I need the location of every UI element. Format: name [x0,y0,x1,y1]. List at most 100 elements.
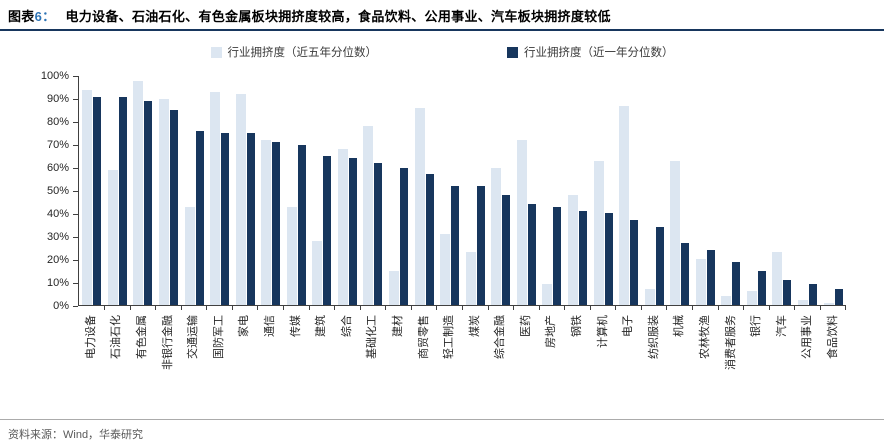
bar-group [488,76,514,310]
bar-group [616,76,642,310]
x-axis-label-text: 医药 [519,315,532,337]
bar [363,126,374,305]
x-axis-label-text: 电力设备 [84,315,97,359]
bar-group [130,76,156,310]
x-axis-label-text: 商贸零售 [417,315,430,359]
x-axis-label: 煤炭 [462,311,488,411]
bar-group [411,76,437,310]
y-tick: 80% [0,115,78,129]
y-tick-label: 10% [46,277,69,289]
bar [476,185,485,305]
x-axis-label-text: 建材 [391,315,404,337]
x-axis-label-text: 计算机 [596,315,609,348]
bar-group [156,76,182,310]
bar [783,279,792,305]
bar [823,302,834,305]
x-axis-label: 公用事业 [795,311,821,411]
y-tick: 70% [0,138,78,152]
x-axis-label-text: 建筑 [315,315,328,337]
y-tick-mark [73,121,78,123]
x-axis-label: 纺织服装 [641,311,667,411]
x-axis-label-text: 非银行金融 [161,315,174,370]
y-tick: 30% [0,230,78,244]
y-tick-label: 20% [46,254,69,266]
bar [516,140,527,305]
figure-label: 图表6： [8,9,55,24]
bar [374,163,383,305]
x-axis-label-text: 家电 [238,315,251,337]
bar [798,300,809,305]
bar-group [258,76,284,310]
x-axis-label: 电力设备 [78,311,104,411]
y-tick: 40% [0,207,78,221]
x-axis-label: 综合 [334,311,360,411]
y-tick-mark [73,259,78,261]
bar [348,158,357,305]
bar [644,288,655,305]
bar [670,160,681,305]
bar-group [437,76,463,310]
x-axis-label-text: 消费者服务 [724,315,737,370]
x-axis-label: 食品饮料 [820,311,846,411]
bar-group [386,76,412,310]
bar-group [232,76,258,310]
x-axis-label: 建筑 [308,311,334,411]
x-axis-labels: 电力设备 石油石化 有色金属 非银行金融 交通运输 国防军工 家电 通信 传媒 建筑 综合 基础化工建… [78,311,846,411]
x-axis-label: 石油石化 [104,311,130,411]
y-tick-label: 90% [46,93,69,105]
y-tick-label: 0% [53,300,69,312]
legend-item-1yr: 行业拥挤度（近一年分位数） [507,44,674,60]
bar-group [769,76,795,310]
bar-group [360,76,386,310]
y-axis: 0% 10% 20% 30% 40% 50% 60% 70% 80% 90% 100% [0,70,78,312]
y-tick-mark [73,305,78,307]
x-axis-label-text: 汽车 [775,315,788,337]
y-tick-mark [73,282,78,284]
bar-group [207,76,233,310]
bar [706,250,715,305]
bar [655,227,664,305]
bar-group [539,76,565,310]
y-tick-mark [73,190,78,192]
bar [465,252,476,305]
figure-label-prefix: 图表 [8,9,35,24]
bar [425,174,434,305]
figure-header: 图表6： 电力设备、石油石化、有色金属板块拥挤度较高，食品饮料、公用事业、汽车板块… [0,0,884,29]
y-tick-label: 100% [40,70,69,82]
bar-group [79,76,105,310]
y-tick-mark [73,75,78,77]
bar [158,98,169,305]
x-axis-label: 通信 [257,311,283,411]
x-axis-label: 机械 [667,311,693,411]
x-axis-label: 银行 [743,311,769,411]
bar-group [565,76,591,310]
figure-label-number: 6： [34,9,56,24]
x-axis-label: 计算机 [590,311,616,411]
bar-group [795,76,821,310]
bar [681,243,690,305]
x-axis-label-text: 通信 [263,315,276,337]
y-tick-mark [73,167,78,169]
bar [440,234,451,305]
y-tick: 20% [0,253,78,267]
bar [491,167,502,305]
bar [604,213,613,305]
y-tick: 60% [0,161,78,175]
bar [82,89,93,305]
bar [184,206,195,305]
plot-area [78,76,846,310]
bar [772,252,783,305]
bar [757,270,766,305]
bar-group [284,76,310,310]
bar [144,101,153,305]
bar-group [514,76,540,310]
bar [133,80,144,305]
bar [286,206,297,305]
legend-swatch-5yr-icon [210,46,222,58]
x-axis-label: 轻工制造 [436,311,462,411]
y-tick-label: 40% [46,208,69,220]
legend-item-5yr: 行业拥挤度（近五年分位数） [210,44,377,60]
x-axis-label: 建材 [385,311,411,411]
bar [221,133,230,305]
x-axis-label-text: 食品饮料 [827,315,840,359]
